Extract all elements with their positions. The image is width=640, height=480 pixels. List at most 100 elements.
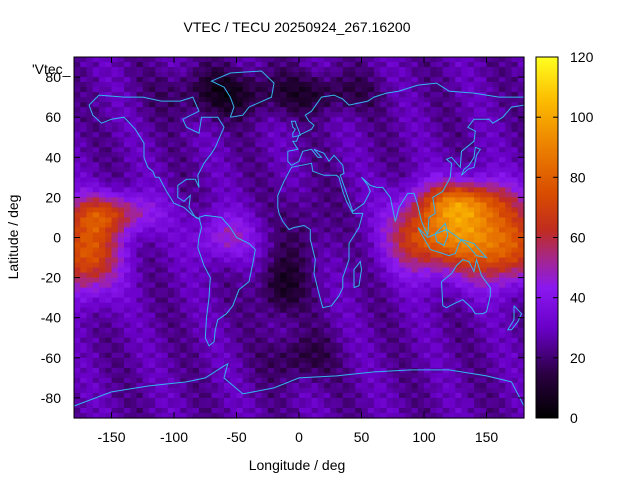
heatmap-cell: [505, 377, 513, 384]
heatmap-cell: [461, 282, 469, 289]
heatmap-cell: [180, 207, 188, 214]
heatmap-cell: [449, 387, 456, 394]
heatmap-cell: [236, 122, 244, 128]
heatmap-cell: [230, 392, 238, 399]
heatmap-cell: [399, 347, 406, 354]
heatmap-cell: [217, 247, 225, 254]
heatmap-cell: [480, 362, 488, 369]
heatmap-cell: [305, 352, 313, 359]
heatmap-cell: [199, 382, 206, 389]
heatmap-cell: [349, 92, 356, 98]
heatmap-cell: [130, 172, 138, 178]
heatmap-cell: [467, 307, 475, 314]
heatmap-cell: [286, 117, 294, 123]
heatmap-cell: [155, 222, 163, 229]
heatmap-cell: [499, 152, 506, 158]
heatmap-cell: [317, 232, 325, 239]
heatmap-cell: [180, 157, 188, 163]
heatmap-cell: [142, 217, 150, 224]
heatmap-cell: [449, 97, 456, 103]
heatmap-cell: [167, 267, 175, 274]
heatmap-cell: [224, 62, 231, 68]
heatmap-cell: [392, 312, 400, 319]
heatmap-cell: [499, 377, 506, 384]
heatmap-cell: [124, 307, 131, 314]
heatmap-cell: [336, 252, 344, 259]
heatmap-cell: [186, 367, 194, 374]
heatmap-cell: [174, 322, 181, 329]
heatmap-cell: [105, 162, 113, 168]
heatmap-cell: [199, 397, 206, 404]
heatmap-cell: [349, 347, 356, 354]
heatmap-cell: [492, 247, 500, 254]
heatmap-cell: [211, 107, 219, 113]
heatmap-cell: [155, 242, 163, 249]
heatmap-cell: [499, 187, 506, 193]
heatmap-cell: [374, 347, 381, 354]
heatmap-cell: [211, 312, 219, 319]
heatmap-cell: [211, 252, 219, 259]
heatmap-cell: [99, 377, 106, 384]
heatmap-cell: [299, 382, 306, 389]
heatmap-cell: [480, 377, 488, 384]
heatmap-cell: [455, 97, 463, 103]
heatmap-cell: [511, 222, 519, 229]
heatmap-cell: [392, 217, 400, 224]
heatmap-cell: [161, 132, 169, 138]
heatmap-cell: [205, 252, 213, 259]
heatmap-cell: [474, 242, 481, 249]
heatmap-cell: [149, 72, 156, 78]
heatmap-cell: [217, 372, 225, 379]
heatmap-cell: [92, 177, 100, 183]
heatmap-cell: [374, 87, 381, 93]
heatmap-cell: [180, 307, 188, 314]
heatmap-cell: [324, 222, 331, 229]
heatmap-cell: [449, 177, 456, 183]
heatmap-cell: [111, 192, 119, 198]
heatmap-cell: [155, 262, 163, 269]
heatmap-cell: [330, 177, 338, 183]
heatmap-cell: [74, 222, 81, 229]
heatmap-cell: [336, 192, 344, 198]
heatmap-cell: [92, 187, 100, 193]
heatmap-cell: [155, 72, 163, 78]
heatmap-cell: [486, 87, 494, 93]
heatmap-cell: [261, 287, 269, 294]
heatmap-cell: [399, 72, 406, 78]
heatmap-cell: [136, 132, 144, 138]
heatmap-cell: [286, 172, 294, 178]
heatmap-cell: [324, 307, 331, 314]
heatmap-cell: [486, 357, 494, 364]
heatmap-cell: [467, 317, 475, 324]
heatmap-cell: [261, 372, 269, 379]
heatmap-cell: [236, 392, 244, 399]
heatmap-cell: [499, 327, 506, 334]
heatmap-cell: [180, 342, 188, 349]
heatmap-cell: [486, 242, 494, 249]
heatmap-cell: [455, 397, 463, 404]
heatmap-cell: [99, 262, 106, 269]
heatmap-cell: [180, 367, 188, 374]
heatmap-cell: [399, 387, 406, 394]
heatmap-cell: [305, 287, 313, 294]
heatmap-cell: [424, 127, 431, 133]
heatmap-cell: [324, 362, 331, 369]
heatmap-cell: [117, 167, 125, 173]
heatmap-cell: [74, 332, 81, 339]
heatmap-cell: [167, 227, 175, 234]
heatmap-cell: [392, 232, 400, 239]
heatmap-cell: [86, 132, 94, 138]
heatmap-cell: [474, 272, 481, 279]
heatmap-cell: [180, 162, 188, 168]
heatmap-cell: [424, 347, 431, 354]
heatmap-cell: [349, 262, 356, 269]
heatmap-cell: [280, 222, 288, 229]
heatmap-cell: [405, 252, 413, 259]
heatmap-cell: [411, 287, 419, 294]
heatmap-cell: [517, 237, 525, 244]
heatmap-cell: [99, 292, 106, 299]
heatmap-cell: [380, 117, 388, 123]
heatmap-cell: [392, 212, 400, 219]
heatmap-cell: [111, 402, 119, 409]
heatmap-cell: [486, 222, 494, 229]
